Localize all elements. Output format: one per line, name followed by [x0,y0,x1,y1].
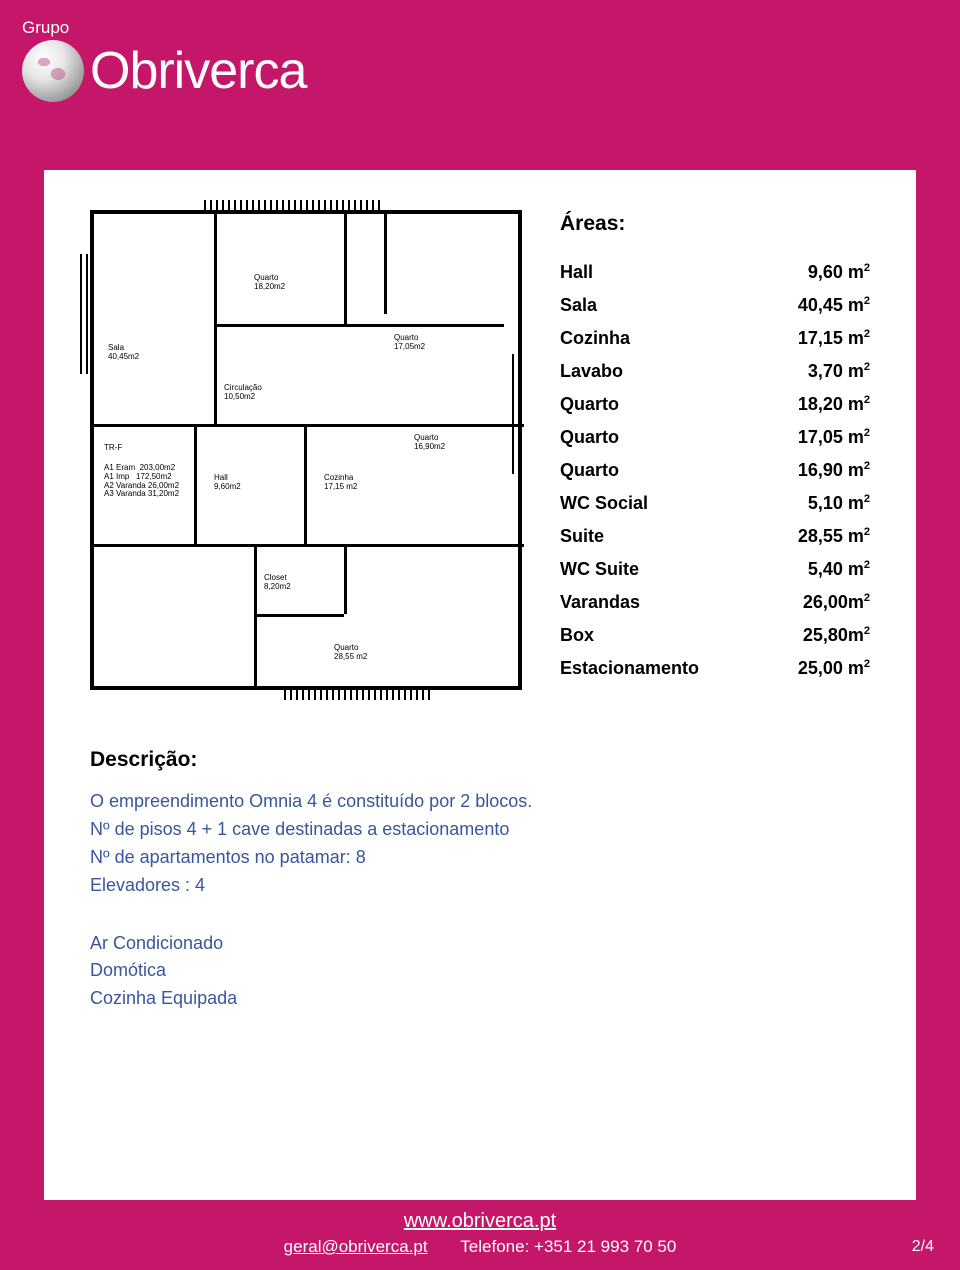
footer: www.obriverca.pt geral@obriverca.pt Tele… [0,1200,960,1270]
balcony-hatch [512,354,524,474]
header: Grupo Obriverca [0,0,960,170]
feature-line: Cozinha Equipada [90,985,870,1013]
balcony-hatch [284,688,434,700]
areas-row-value: 5,10 m2 [808,493,870,514]
fp-wall [214,324,504,327]
description-block: Descrição: O empreendimento Omnia 4 é co… [90,748,870,900]
areas-row-value: 40,45 m2 [798,295,870,316]
areas-row-label: Varandas [560,592,640,613]
fp-wall [94,424,524,427]
footer-email[interactable]: geral@obriverca.pt [284,1237,428,1256]
balcony-hatch [204,200,384,212]
logo-grupo-text: Grupo [22,18,306,38]
floorplan-label: Quarto 16,90m2 [414,434,445,452]
areas-row-label: WC Suite [560,559,639,580]
areas-row-value: 5,40 m2 [808,559,870,580]
page-number: 2/4 [912,1238,934,1256]
description-line: Nº de apartamentos no patamar: 8 [90,844,870,872]
areas-row-value: 17,15 m2 [798,328,870,349]
areas-row: Quarto 16,90 m2 [560,454,870,487]
description-line: O empreendimento Omnia 4 é constituído p… [90,788,870,816]
areas-table: Hall 9,60 m2 Sala 40,45 m2 Cozinha 17,15 m2 La… [560,256,870,685]
areas-row-value: 17,05 m2 [798,427,870,448]
areas-row-label: Hall [560,262,593,283]
areas-row: Estacionamento 25,00 m2 [560,652,870,685]
feature-line: Ar Condicionado [90,930,870,958]
areas-row: Lavabo 3,70 m2 [560,355,870,388]
footer-website[interactable]: www.obriverca.pt [0,1210,960,1233]
areas-row-value: 25,00 m2 [798,658,870,679]
floorplan-label: Cozinha 17,15 m2 [324,474,357,492]
areas-row-label: Cozinha [560,328,630,349]
floorplan: Sala 40,45m2 Quarto 18,20m2 Quarto 17,05m2… [90,210,522,690]
areas-row: Quarto 17,05 m2 [560,421,870,454]
logo-main: Obriverca [22,40,306,102]
floorplan-label: A1 Eram 203,00m2 A1 Imp 172,50m2 A2 Vara… [104,464,179,499]
areas-row-value: 28,55 m2 [798,526,870,547]
areas-row-value: 18,20 m2 [798,394,870,415]
areas-row-label: Quarto [560,394,619,415]
footer-phone: Telefone: +351 21 993 70 50 [460,1237,676,1256]
areas-row-label: Quarto [560,460,619,481]
floorplan-label: TR-F [104,444,122,453]
fp-wall [254,614,344,617]
areas-row: Cozinha 17,15 m2 [560,322,870,355]
areas-row: Suite 28,55 m2 [560,520,870,553]
areas-row-label: Box [560,625,594,646]
areas-row: WC Social 5,10 m2 [560,487,870,520]
areas-row-value: 16,90 m2 [798,460,870,481]
areas-row: Quarto 18,20 m2 [560,388,870,421]
floorplan-label: Quarto 18,20m2 [254,274,285,292]
floorplan-label: Hall 9,60m2 [214,474,241,492]
description-lines: O empreendimento Omnia 4 é constituído p… [90,788,870,900]
areas-row-label: Sala [560,295,597,316]
areas-row-label: Quarto [560,427,619,448]
areas-row: Box 25,80m2 [560,619,870,652]
footer-contact: geral@obriverca.pt Telefone: +351 21 993… [0,1237,960,1257]
areas-row-value: 3,70 m2 [808,361,870,382]
fp-wall [384,214,387,314]
areas-row: Varandas 26,00m2 [560,586,870,619]
areas-row: Hall 9,60 m2 [560,256,870,289]
floorplan-label: Quarto 17,05m2 [394,334,425,352]
footer-phone-label: Telefone: [460,1237,534,1256]
fp-wall [214,214,217,424]
footer-phone-number: +351 21 993 70 50 [534,1237,676,1256]
fp-wall [194,424,197,544]
fp-wall [94,544,524,547]
areas-title: Áreas: [560,212,870,236]
top-columns: Sala 40,45m2 Quarto 18,20m2 Quarto 17,05m2… [90,210,870,690]
fp-wall [344,214,347,324]
floorplan-label: Circulação 10,50m2 [224,384,262,402]
features-block: Ar CondicionadoDomóticaCozinha Equipada [90,930,870,1014]
areas-column: Áreas: Hall 9,60 m2 Sala 40,45 m2 Cozinha 17,… [560,210,870,690]
areas-row: Sala 40,45 m2 [560,289,870,322]
globe-icon [22,40,84,102]
page-card: Sala 40,45m2 Quarto 18,20m2 Quarto 17,05m2… [44,170,916,1200]
description-line: Nº de pisos 4 + 1 cave destinadas a esta… [90,816,870,844]
areas-row: WC Suite 5,40 m2 [560,553,870,586]
areas-row-label: WC Social [560,493,648,514]
balcony-hatch [80,254,92,374]
logo-block: Grupo Obriverca [22,18,306,102]
feature-line: Domótica [90,957,870,985]
areas-row-value: 25,80m2 [803,625,870,646]
areas-row-value: 9,60 m2 [808,262,870,283]
areas-row-label: Suite [560,526,604,547]
areas-row-value: 26,00m2 [803,592,870,613]
floorplan-label: Closet 8,20m2 [264,574,291,592]
description-line: Elevadores : 4 [90,872,870,900]
fp-wall [254,544,257,690]
logo-name: Obriverca [90,41,306,101]
areas-row-label: Lavabo [560,361,623,382]
fp-wall [344,544,347,614]
description-title: Descrição: [90,748,870,772]
areas-row-label: Estacionamento [560,658,699,679]
floorplan-label: Sala 40,45m2 [108,344,139,362]
floorplan-label: Quarto 28,55 m2 [334,644,367,662]
fp-wall [304,424,307,544]
